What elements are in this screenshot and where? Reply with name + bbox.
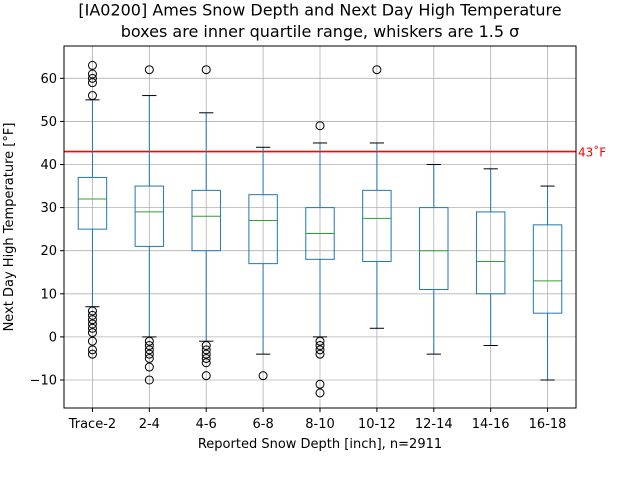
- box-group: [134, 65, 165, 385]
- outlier-point: [87, 73, 97, 83]
- outlier-point: [201, 371, 211, 381]
- boxes: [77, 60, 563, 398]
- iqr-box: [362, 189, 392, 262]
- y-tick-label: 10: [40, 287, 57, 302]
- outlier-point: [201, 65, 211, 75]
- box-group: [248, 146, 278, 381]
- box-group: [305, 121, 335, 398]
- outlier-point: [144, 375, 154, 385]
- x-tick-label: 10-12: [358, 417, 396, 432]
- outlier-point: [87, 306, 97, 316]
- x-tick-label: 16-18: [529, 417, 567, 432]
- y-tick-label: 60: [40, 72, 57, 87]
- outlier-point: [144, 336, 154, 346]
- axes: −10 0 10 20 30 40 50 60 Trace-2 2-4 4-6 6-8 8-10 10-1…: [30, 45, 577, 432]
- x-tick-label: Trace-2: [68, 417, 116, 432]
- outlier-point: [87, 315, 97, 325]
- outlier-point: [144, 349, 154, 359]
- iqr-box: [475, 211, 506, 295]
- iqr-box: [77, 176, 108, 230]
- iqr-box: [419, 207, 449, 290]
- iqr-box: [248, 194, 278, 265]
- outlier-point: [144, 341, 154, 351]
- iqr-box: [532, 224, 563, 314]
- outlier-point: [258, 371, 268, 381]
- outlier-point: [87, 60, 97, 70]
- outlier-point: [144, 362, 154, 372]
- y-tick-label: 20: [40, 244, 57, 259]
- outlier-point: [87, 310, 97, 320]
- outlier-point: [201, 349, 211, 359]
- outlier-point: [315, 336, 325, 346]
- x-tick-label: 2-4: [139, 417, 160, 432]
- box-group: [362, 65, 392, 329]
- outlier-point: [315, 349, 325, 359]
- x-tick-label: 12-14: [415, 417, 453, 432]
- box-group: [532, 185, 563, 381]
- outlier-point: [87, 328, 97, 338]
- x-tick-label: 14-16: [472, 417, 510, 432]
- chart-title-line-2: boxes are inner quartile range, whiskers…: [121, 22, 520, 41]
- outlier-point: [87, 349, 97, 359]
- outlier-point: [201, 345, 211, 355]
- iqr-box: [134, 185, 165, 247]
- x-tick-label: 8-10: [305, 417, 335, 432]
- outlier-point: [372, 65, 382, 75]
- outlier-point: [315, 345, 325, 355]
- outlier-point: [87, 69, 97, 79]
- outlier-point: [315, 379, 325, 389]
- box-group: [77, 60, 108, 359]
- outlier-point: [87, 345, 97, 355]
- chart-title-line-1: [IA0200] Ames Snow Depth and Next Day Hi…: [78, 1, 561, 20]
- y-tick-label: −10: [30, 373, 57, 388]
- outlier-point: [201, 353, 211, 363]
- outlier-point: [144, 353, 154, 363]
- outlier-point: [315, 121, 325, 131]
- y-tick-label: 50: [40, 115, 57, 130]
- outlier-point: [144, 65, 154, 75]
- box-group: [419, 164, 449, 355]
- outlier-point: [315, 341, 325, 351]
- x-tick-label: 6-8: [252, 417, 273, 432]
- y-tick-label: 40: [40, 158, 57, 173]
- outlier-point: [87, 78, 97, 88]
- reference-line-label: 43˚F: [578, 145, 606, 160]
- box-group: [475, 168, 506, 347]
- x-axis-label: Reported Snow Depth [inch], n=2911: [198, 437, 442, 452]
- outlier-point: [87, 336, 97, 346]
- outlier-point: [201, 341, 211, 351]
- outlier-point: [87, 323, 97, 333]
- y-axis-label: Next Day High Temperature [°F]: [2, 123, 17, 332]
- x-tick-label: 4-6: [196, 417, 217, 432]
- iqr-box: [191, 189, 221, 252]
- outlier-point: [201, 358, 211, 368]
- box-group: [191, 65, 221, 381]
- outlier-point: [144, 345, 154, 355]
- outlier-point: [87, 319, 97, 329]
- outlier-point: [87, 91, 97, 101]
- reference-line-group: 43˚F: [64, 145, 606, 160]
- y-tick-label: 30: [40, 201, 57, 216]
- y-tick-label: 0: [49, 330, 57, 345]
- outlier-point: [315, 388, 325, 398]
